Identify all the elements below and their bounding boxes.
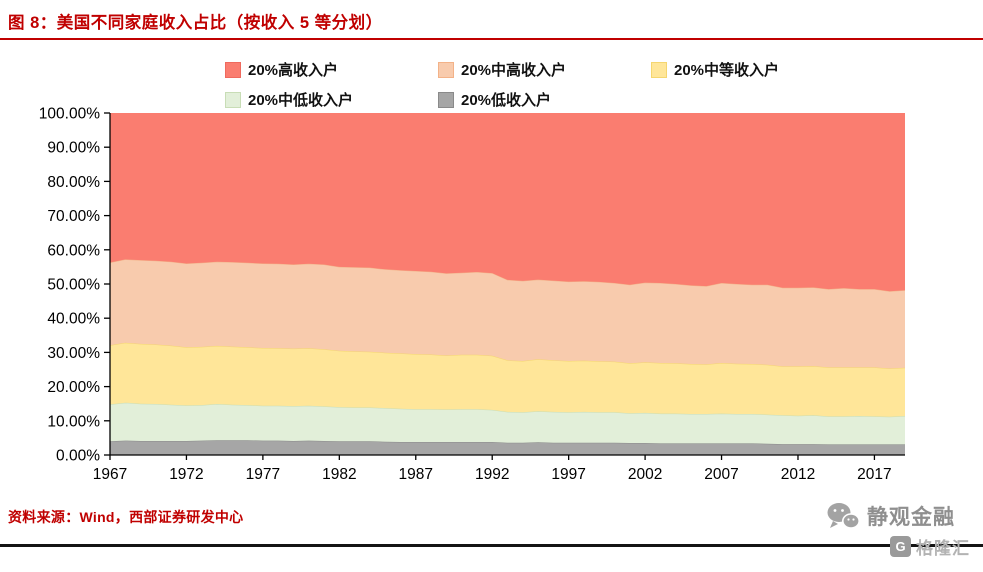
legend-label-high-income: 20%高收入户: [248, 62, 339, 79]
brand-block: 静观金融: [826, 501, 955, 531]
legend-item-lower-middle-income: 20%中低收入户: [225, 89, 438, 110]
brand-account-name: 静观金融: [867, 506, 955, 529]
legend-label-low-income: 20%低收入户: [461, 92, 552, 109]
title-divider: [0, 38, 983, 40]
gelonghui-watermark: G 格隆汇: [890, 534, 970, 559]
area-series-1: [110, 402, 905, 445]
y-tick-label: 30.00%: [47, 345, 100, 362]
x-tick-label: 1982: [322, 466, 356, 483]
y-tick-label: 40.00%: [47, 311, 100, 328]
legend-swatch-middle-income: [651, 61, 667, 78]
y-tick-label: 0.00%: [56, 448, 100, 465]
y-tick-label: 80.00%: [47, 174, 100, 191]
x-tick-label: 1997: [551, 466, 585, 483]
x-tick-label: 1992: [475, 466, 509, 483]
legend-swatch-high-income: [225, 61, 241, 78]
legend-row-2: 20%中低收入户 20%低收入户: [225, 89, 864, 110]
legend-label-middle-income: 20%中等收入户: [674, 62, 780, 79]
area-series-2: [110, 342, 905, 417]
area-series-4: [110, 113, 905, 292]
area-series-0: [110, 440, 905, 455]
y-tick-label: 50.00%: [47, 277, 100, 294]
legend-swatch-lower-middle-income: [225, 91, 241, 108]
x-tick-label: 1987: [399, 466, 433, 483]
y-tick-label: 100.00%: [39, 106, 100, 123]
figure-title: 图 8：美国不同家庭收入占比（按收入 5 等分划）: [8, 14, 383, 32]
wechat-logo-icon: [827, 503, 860, 529]
y-tick-label: 10.00%: [47, 413, 100, 430]
legend-label-upper-middle-income: 20%中高收入户: [461, 62, 567, 79]
source-note: 资料来源：Wind，西部证券研发中心: [8, 509, 244, 525]
x-tick-label: 2007: [704, 466, 738, 483]
y-tick-label: 90.00%: [47, 140, 100, 157]
y-tick-label: 70.00%: [47, 208, 100, 225]
x-tick-label: 2017: [857, 466, 891, 483]
area-series-3: [110, 259, 905, 369]
y-tick-label: 20.00%: [47, 379, 100, 396]
chart-legend: 20%高收入户 20%中高收入户 20%中等收入户 20%中低收入户 20%低收…: [225, 59, 864, 119]
y-tick-label: 60.00%: [47, 242, 100, 259]
legend-swatch-upper-middle-income: [438, 61, 454, 78]
x-tick-label: 2012: [781, 466, 815, 483]
x-tick-label: 2002: [628, 466, 662, 483]
legend-swatch-low-income: [438, 91, 454, 108]
legend-item-low-income: 20%低收入户: [438, 89, 651, 110]
legend-item-upper-middle-income: 20%中高收入户: [438, 59, 651, 80]
gelonghui-logo-icon: G: [890, 536, 911, 557]
legend-item-high-income: 20%高收入户: [225, 59, 438, 80]
legend-row-1: 20%高收入户 20%中高收入户 20%中等收入户: [225, 59, 864, 80]
x-tick-label: 1972: [169, 466, 203, 483]
legend-label-lower-middle-income: 20%中低收入户: [248, 92, 354, 109]
gelonghui-watermark-label: 格隆汇: [916, 539, 970, 558]
bottom-divider: [0, 544, 983, 547]
legend-item-middle-income: 20%中等收入户: [651, 59, 864, 80]
x-tick-label: 1967: [93, 466, 127, 483]
stacked-area-chart: 100.00% 90.00% 80.00% 70.00% 60.00% 50.00% 40.…: [39, 106, 906, 483]
x-tick-label: 1977: [246, 466, 280, 483]
